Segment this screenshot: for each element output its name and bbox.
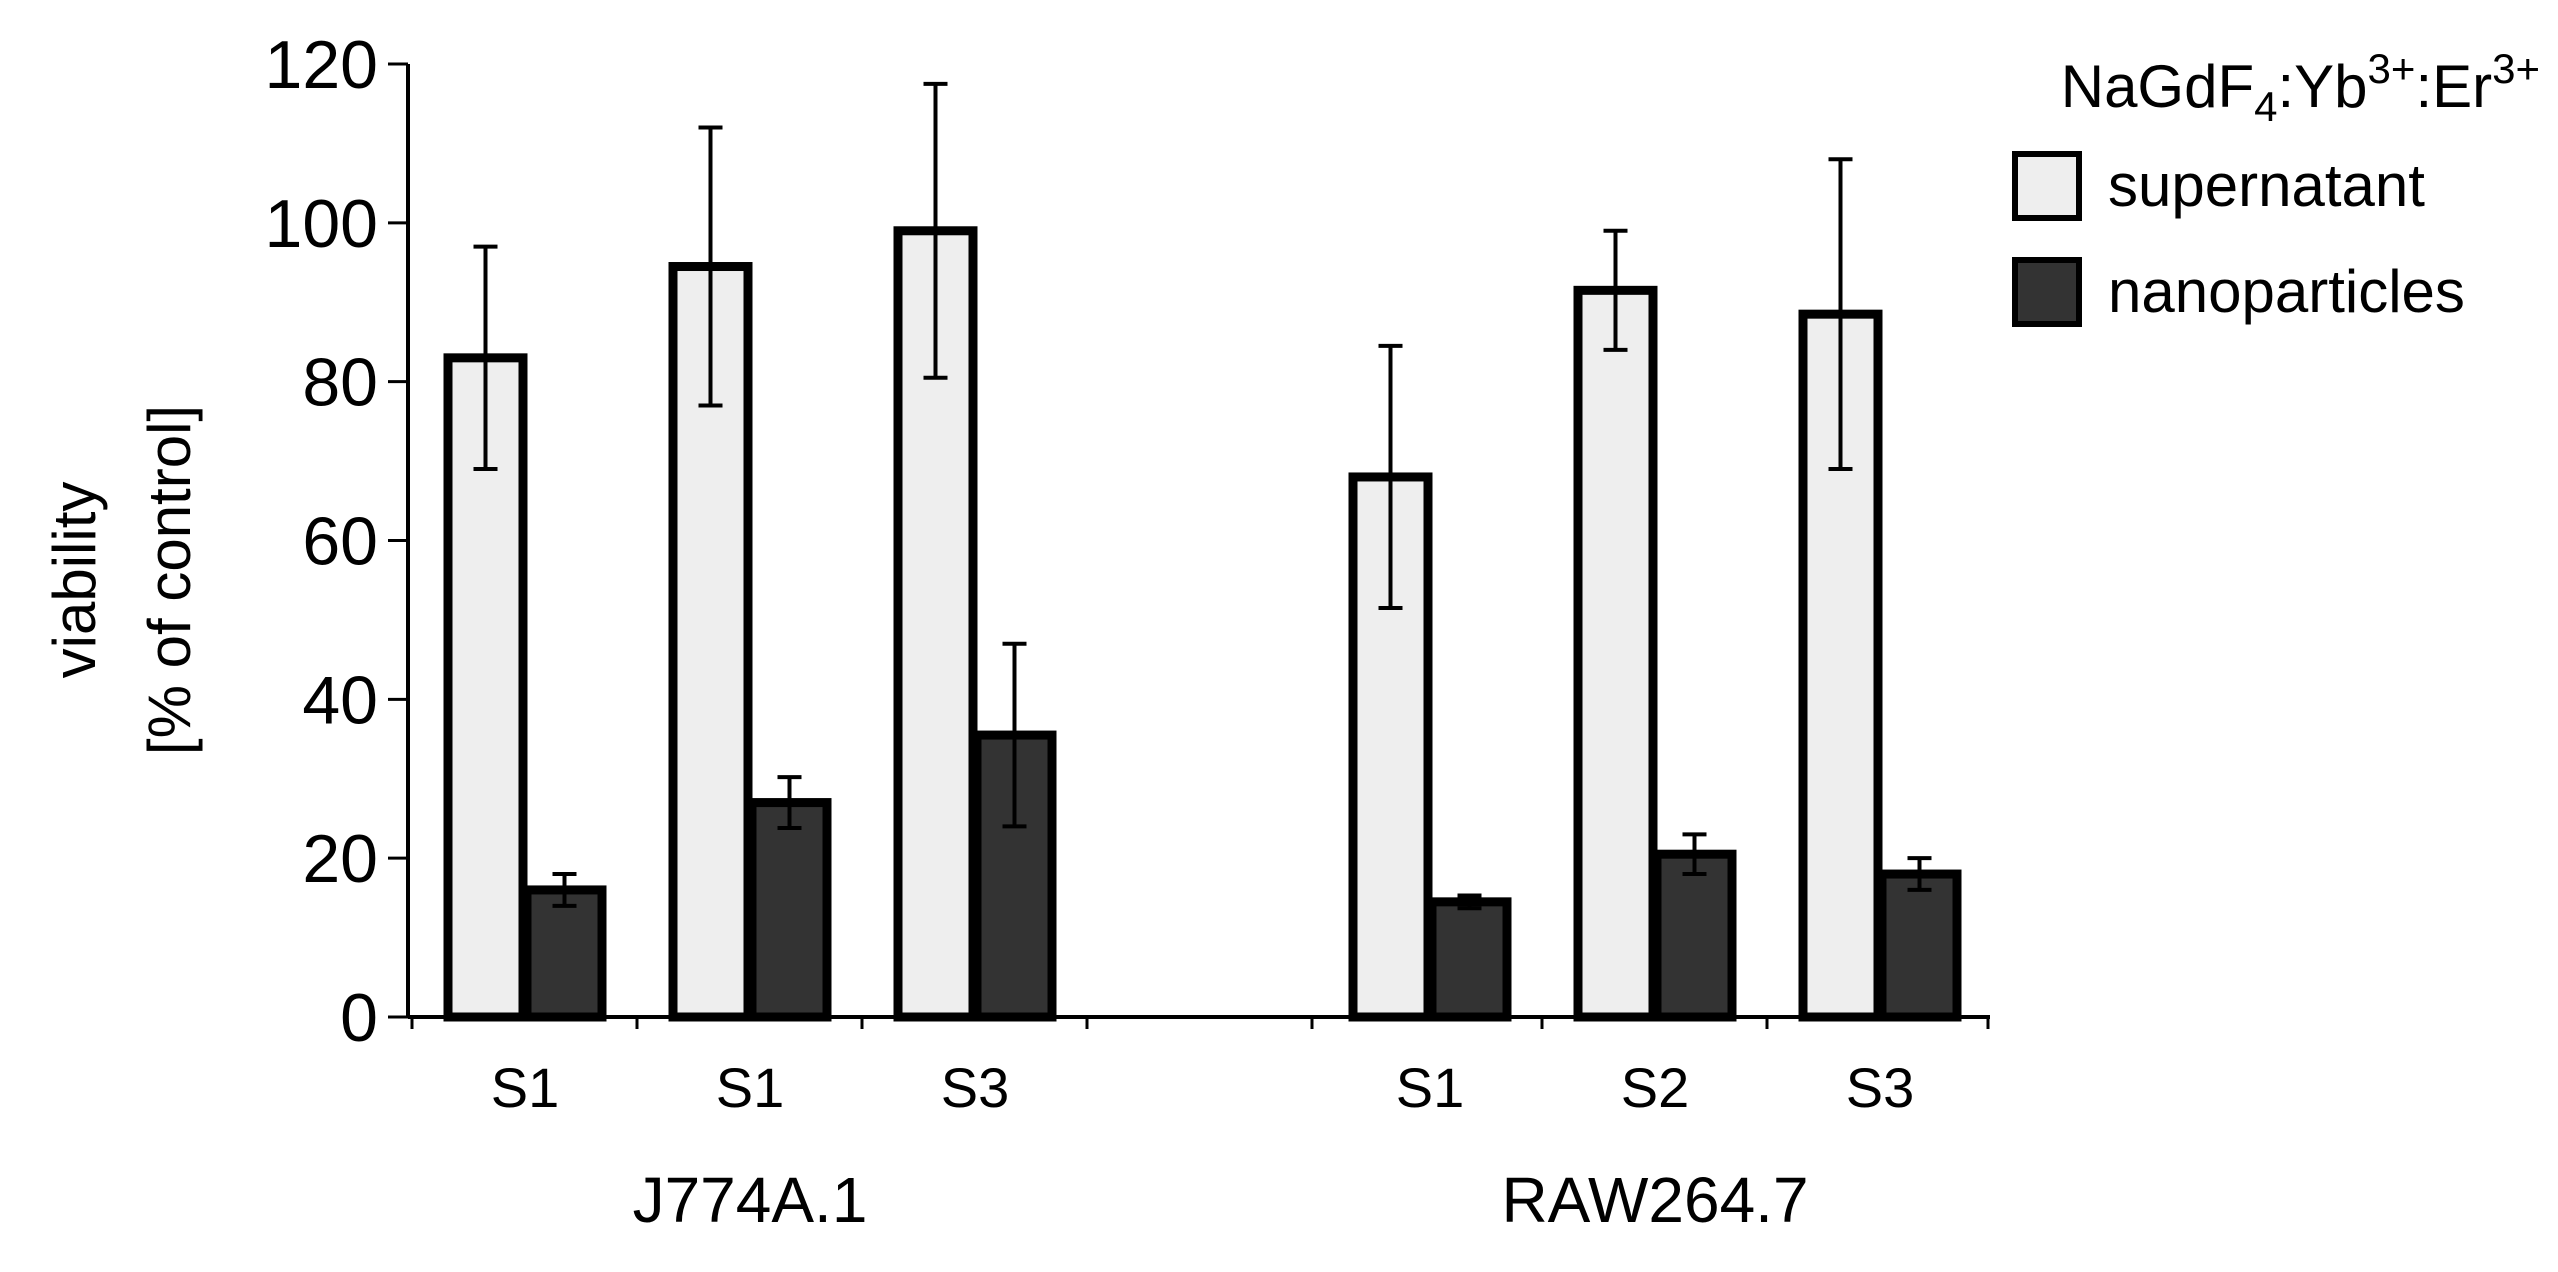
- bar-nanoparticles-4: [1427, 897, 1512, 1022]
- y-tick-label-40: 40: [302, 662, 378, 738]
- legend-label-nanoparticles: nanoparticles: [2108, 258, 2465, 325]
- x-tick-label-4: S1: [1396, 1056, 1465, 1119]
- legend-swatch-supernatant: [2012, 151, 2082, 221]
- group-label-1: J774A.1: [633, 1164, 868, 1236]
- x-tick-label-6: S3: [1846, 1056, 1915, 1119]
- bar-supernatant-5: [1573, 285, 1658, 1022]
- y-axis-title-line1: viability: [41, 482, 108, 679]
- y-tick-label-120: 120: [265, 27, 378, 103]
- group-label-2: RAW264.7: [1501, 1164, 1808, 1236]
- legend-swatch-nanoparticles: [2012, 257, 2082, 327]
- bar-nanoparticles-2: [747, 798, 832, 1022]
- y-tick-label-0: 0: [340, 980, 378, 1056]
- x-tick-label-2: S1: [716, 1056, 785, 1119]
- legend-title: NaGdF4:Yb3+:Er3+: [2061, 45, 2540, 130]
- x-tick-label-1: S1: [491, 1056, 560, 1119]
- legend-label-supernatant: supernatant: [2108, 152, 2425, 219]
- x-tick-label-3: S3: [941, 1056, 1010, 1119]
- y-axis-title-line2: [% of control]: [136, 405, 203, 755]
- bar-nanoparticles-1: [522, 885, 607, 1022]
- bar-nanoparticles-5: [1652, 849, 1737, 1022]
- legend: NaGdF4:Yb3+:Er3+ supernatant nanoparticl…: [2012, 45, 2540, 327]
- x-tick-label-5: S2: [1621, 1056, 1690, 1119]
- y-tick-label-20: 20: [302, 821, 378, 897]
- y-tick-label-80: 80: [302, 345, 378, 421]
- y-tick-label-100: 100: [265, 186, 378, 262]
- bar-nanoparticles-6: [1877, 869, 1962, 1022]
- y-tick-label-60: 60: [302, 504, 378, 580]
